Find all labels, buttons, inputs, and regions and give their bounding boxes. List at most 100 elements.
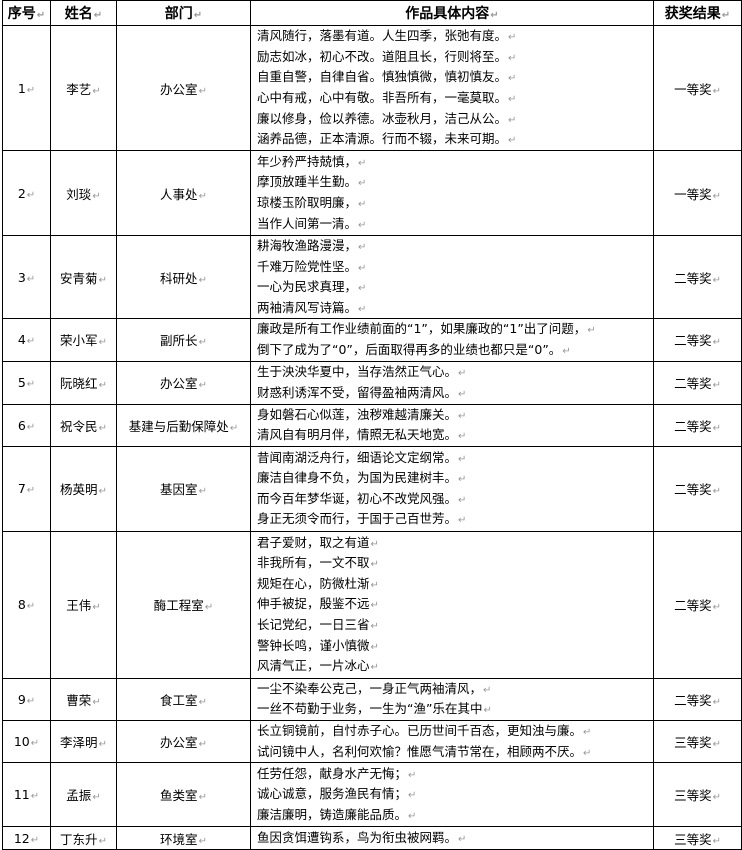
cell-name-text: 荣小军 <box>60 333 107 348</box>
cell-content: 身如磐石心似莲，浊秽难越清廉关。清风自有明月伴，情照无私天地宽。 <box>250 403 654 447</box>
cell-dept: 办公室 <box>116 360 251 405</box>
header-award: 获奖结果 <box>653 0 742 26</box>
cell-award-text: 二等奖 <box>674 419 721 434</box>
header-content: 作品具体内容 <box>250 0 654 26</box>
content-line: 风清气正，一片冰心 <box>257 656 653 677</box>
cell-award-text: 二等奖 <box>674 333 721 348</box>
cell-name: 王伟 <box>50 530 117 679</box>
cell-dept: 基因室 <box>116 445 251 532</box>
content-line: 一心为民求真理， <box>257 277 653 298</box>
table-row: 9 曹荣 食工室 一尘不染奉公克己，一身正气两袖清风，一丝不苟勤于业务，一生为“渔”乐… <box>2 677 742 721</box>
cell-dept-text: 基因室 <box>160 482 207 497</box>
content-line: 自重自警，自律自省。慎独慎微，慎初慎友。 <box>257 67 653 88</box>
cell-name-text: 李泽明 <box>60 735 107 750</box>
content-line: 财惑利诱浑不受，留得盈袖两清风。 <box>257 383 653 404</box>
cell-no: 7 <box>2 445 51 532</box>
cell-name: 李艺 <box>50 25 117 151</box>
cell-no-text: 11 <box>14 787 39 802</box>
content-line: 昔闻南湖泛舟行，细语论文定纲常。 <box>257 448 653 469</box>
cell-name-text: 祝令民 <box>60 419 107 434</box>
cell-dept-text: 办公室 <box>160 82 207 97</box>
cell-no: 2 <box>2 150 51 236</box>
cell-award-text: 一等奖 <box>674 187 721 202</box>
content-line: 任劳任怨，献身水产无悔； <box>257 764 653 785</box>
content-line: 清风随行，落墨有道。人生四季，张弛有度。 <box>257 26 653 47</box>
cell-dept-text: 科研处 <box>160 271 207 286</box>
cell-name-text: 丁东升 <box>60 832 107 847</box>
table-row: 1 李艺 办公室 清风随行，落墨有道。人生四季，张弛有度。励志如冰，初心不改。道阻且长… <box>2 25 742 151</box>
content-line: 身如磐石心似莲，浊秽难越清廉关。 <box>257 405 653 426</box>
cell-no: 9 <box>2 677 51 721</box>
content-line: 廉洁自律身不负，为国为民建树丰。 <box>257 468 653 489</box>
cell-dept: 副所长 <box>116 318 251 362</box>
cell-content: 昔闻南湖泛舟行，细语论文定纲常。廉洁自律身不负，为国为民建树丰。而今百年梦华诞，… <box>250 445 654 532</box>
cell-no-text: 8 <box>18 597 35 612</box>
content-line: 琼楼玉阶取明廉， <box>257 193 653 214</box>
table-row: 6祝令民基建与后勤保障处身如磐石心似莲，浊秽难越清廉关。清风自有明月伴，情照无私… <box>2 403 742 447</box>
content-line: 两袖清风写诗篇。 <box>257 298 653 319</box>
content-line: 君子爱财，取之有道 <box>257 533 653 554</box>
header-row: 序号 姓名 部门 作品具体内容 获奖结果 <box>2 0 742 26</box>
cell-name-text: 刘琰 <box>66 187 100 202</box>
cell-content: 任劳任怨，献身水产无悔；诚心诚意，服务渔民有情；廉洁廉明，铸造廉能品质。 <box>250 762 654 828</box>
cell-name-text: 曹荣 <box>66 693 100 708</box>
table-row: 11 孟振 鱼类室 任劳任怨，献身水产无悔；诚心诚意，服务渔民有情；廉洁廉明，铸造廉能… <box>2 762 742 828</box>
cell-no: 3 <box>2 234 51 320</box>
cell-no-text: 12 <box>14 831 39 846</box>
content-line: 生于泱泱华夏中，当存浩然正气心。 <box>257 362 653 383</box>
cell-award-text: 二等奖 <box>674 376 721 391</box>
cell-no: 8 <box>2 530 51 679</box>
cell-dept: 鱼类室 <box>116 762 251 828</box>
table-row: 4 荣小军 副所长 廉政是所有工作业绩前面的“1”，如果廉政的“1”出了问题，倒下了成… <box>2 318 742 362</box>
cell-award: 二等奖 <box>653 318 742 362</box>
content-line: 一丝不苟勤于业务，一生为“渔”乐在其中 <box>257 699 653 720</box>
cell-award-text: 一等奖 <box>674 82 721 97</box>
cell-content: 生于泱泱华夏中，当存浩然正气心。财惑利诱浑不受，留得盈袖两清风。 <box>250 360 654 405</box>
cell-no: 11 <box>2 762 51 828</box>
cell-award: 一等奖 <box>653 150 742 236</box>
cell-no: 5 <box>2 360 51 405</box>
cell-award: 三等奖 <box>653 719 742 764</box>
cell-dept: 食工室 <box>116 677 251 721</box>
header-name: 姓名 <box>50 0 117 26</box>
content-line: 长立铜镜前，自忖赤子心。已历世间千百态，更知浊与廉。 <box>257 721 653 742</box>
cell-award: 二等奖 <box>653 403 742 447</box>
cell-name-text: 李艺 <box>66 82 100 97</box>
table-row: 3 安青菊 科研处 耕海牧渔路漫漫，千难万险党性坚。一心为民求真理，两袖清风写诗篇。 二… <box>2 234 742 320</box>
table-row: 8 王伟 酶工程室 君子爱财，取之有道非我所有，一文不取规矩在心，防微杜渐伸手被捉，殷… <box>2 530 742 679</box>
cell-content: 年少矜严持兢慎，摩顶放踵半生勤。琼楼玉阶取明廉，当作人间第一清。 <box>250 150 654 236</box>
content-line: 廉洁廉明，铸造廉能品质。 <box>257 805 653 826</box>
cell-name: 阮晓红 <box>50 360 117 405</box>
cell-name: 孟振 <box>50 762 117 828</box>
header-dept: 部门 <box>116 0 251 26</box>
content-line: 廉政是所有工作业绩前面的“1”，如果廉政的“1”出了问题， <box>257 319 653 340</box>
cell-no-text: 4 <box>18 332 35 347</box>
cell-name-text: 王伟 <box>66 598 100 613</box>
content-line: 身正无须令而行，于国于己百世芳。 <box>257 509 653 530</box>
cell-content: 廉政是所有工作业绩前面的“1”，如果廉政的“1”出了问题，倒下了成为了“0”，后… <box>250 318 654 362</box>
cell-no-text: 10 <box>14 734 39 749</box>
content-line: 当作人间第一清。 <box>257 214 653 235</box>
content-line: 廉以修身，俭以养德。冰壶秋月，洁己从公。 <box>257 109 653 130</box>
cell-no-text: 5 <box>18 375 35 390</box>
table-row: 12 丁东升 环境室 鱼因贪饵遭钩系，鸟为衔虫被网羁。 三等奖 <box>2 826 742 850</box>
content-line: 倒下了成为了“0”，后面取得再多的业绩也都只是“0”。 <box>257 340 653 361</box>
cell-award-text: 二等奖 <box>674 271 721 286</box>
content-line: 涵养品德，正本清源。行而不辍，未来可期。 <box>257 129 653 150</box>
cell-no-text: 1 <box>18 81 35 96</box>
cell-no: 1 <box>2 25 51 151</box>
cell-name-text: 安青菊 <box>60 271 107 286</box>
cell-dept-text: 办公室 <box>160 376 207 391</box>
cell-award: 二等奖 <box>653 530 742 679</box>
cell-content: 长立铜镜前，自忖赤子心。已历世间千百态，更知浊与廉。试问镜中人，名利何欢愉？惟愿… <box>250 719 654 764</box>
cell-award: 三等奖 <box>653 762 742 828</box>
cell-award: 三等奖 <box>653 826 742 850</box>
cell-dept: 办公室 <box>116 25 251 151</box>
cell-name: 丁东升 <box>50 826 117 850</box>
cell-no: 10 <box>2 719 51 764</box>
cell-dept-text: 办公室 <box>160 735 207 750</box>
content-line: 警钟长鸣，谨小慎微 <box>257 636 653 657</box>
cell-content: 清风随行，落墨有道。人生四季，张弛有度。励志如冰，初心不改。道阻且长，行则将至。… <box>250 25 654 151</box>
cell-name: 杨英明 <box>50 445 117 532</box>
